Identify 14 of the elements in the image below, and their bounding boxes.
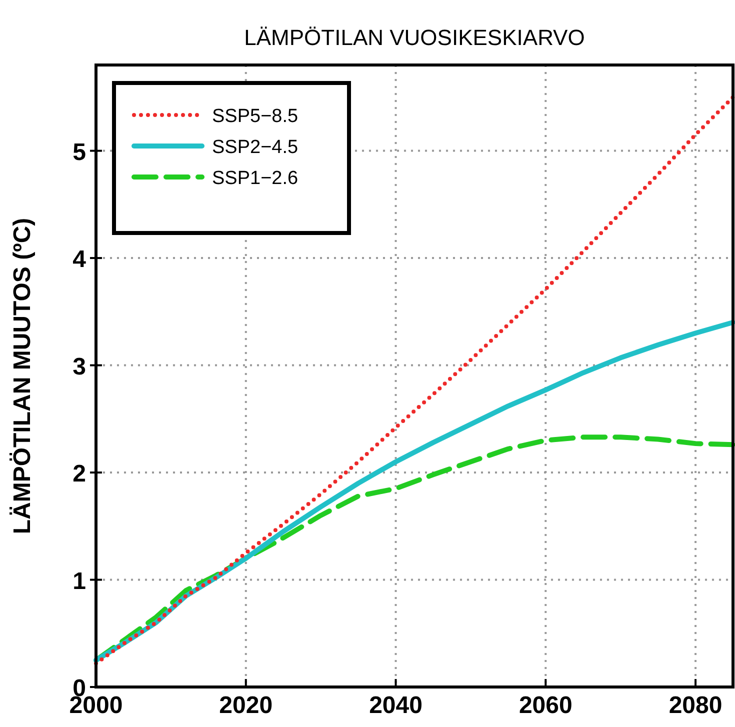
x-tick-label: 2080 [668, 692, 722, 719]
x-tick-label: 2040 [369, 692, 422, 719]
y-tick-label: 2 [72, 460, 86, 488]
y-tick-label: 4 [72, 246, 87, 274]
legend-label: SSP5−8.5 [212, 106, 298, 127]
x-tick-label: 2060 [518, 692, 572, 719]
y-tick-label: 3 [72, 353, 86, 380]
y-tick-label: 1 [72, 568, 86, 595]
legend-label: SSP1−2.6 [212, 168, 298, 189]
y-tick-label: 5 [72, 138, 86, 166]
x-tick-label: 2020 [219, 692, 273, 719]
legend-label: SSP2−4.5 [212, 137, 298, 158]
chart-title: LÄMPÖTILAN VUOSIKESKIARVO [244, 25, 585, 50]
y-axis-title: LÄMPÖTILAN MUUTOS (ºC) [9, 218, 36, 534]
